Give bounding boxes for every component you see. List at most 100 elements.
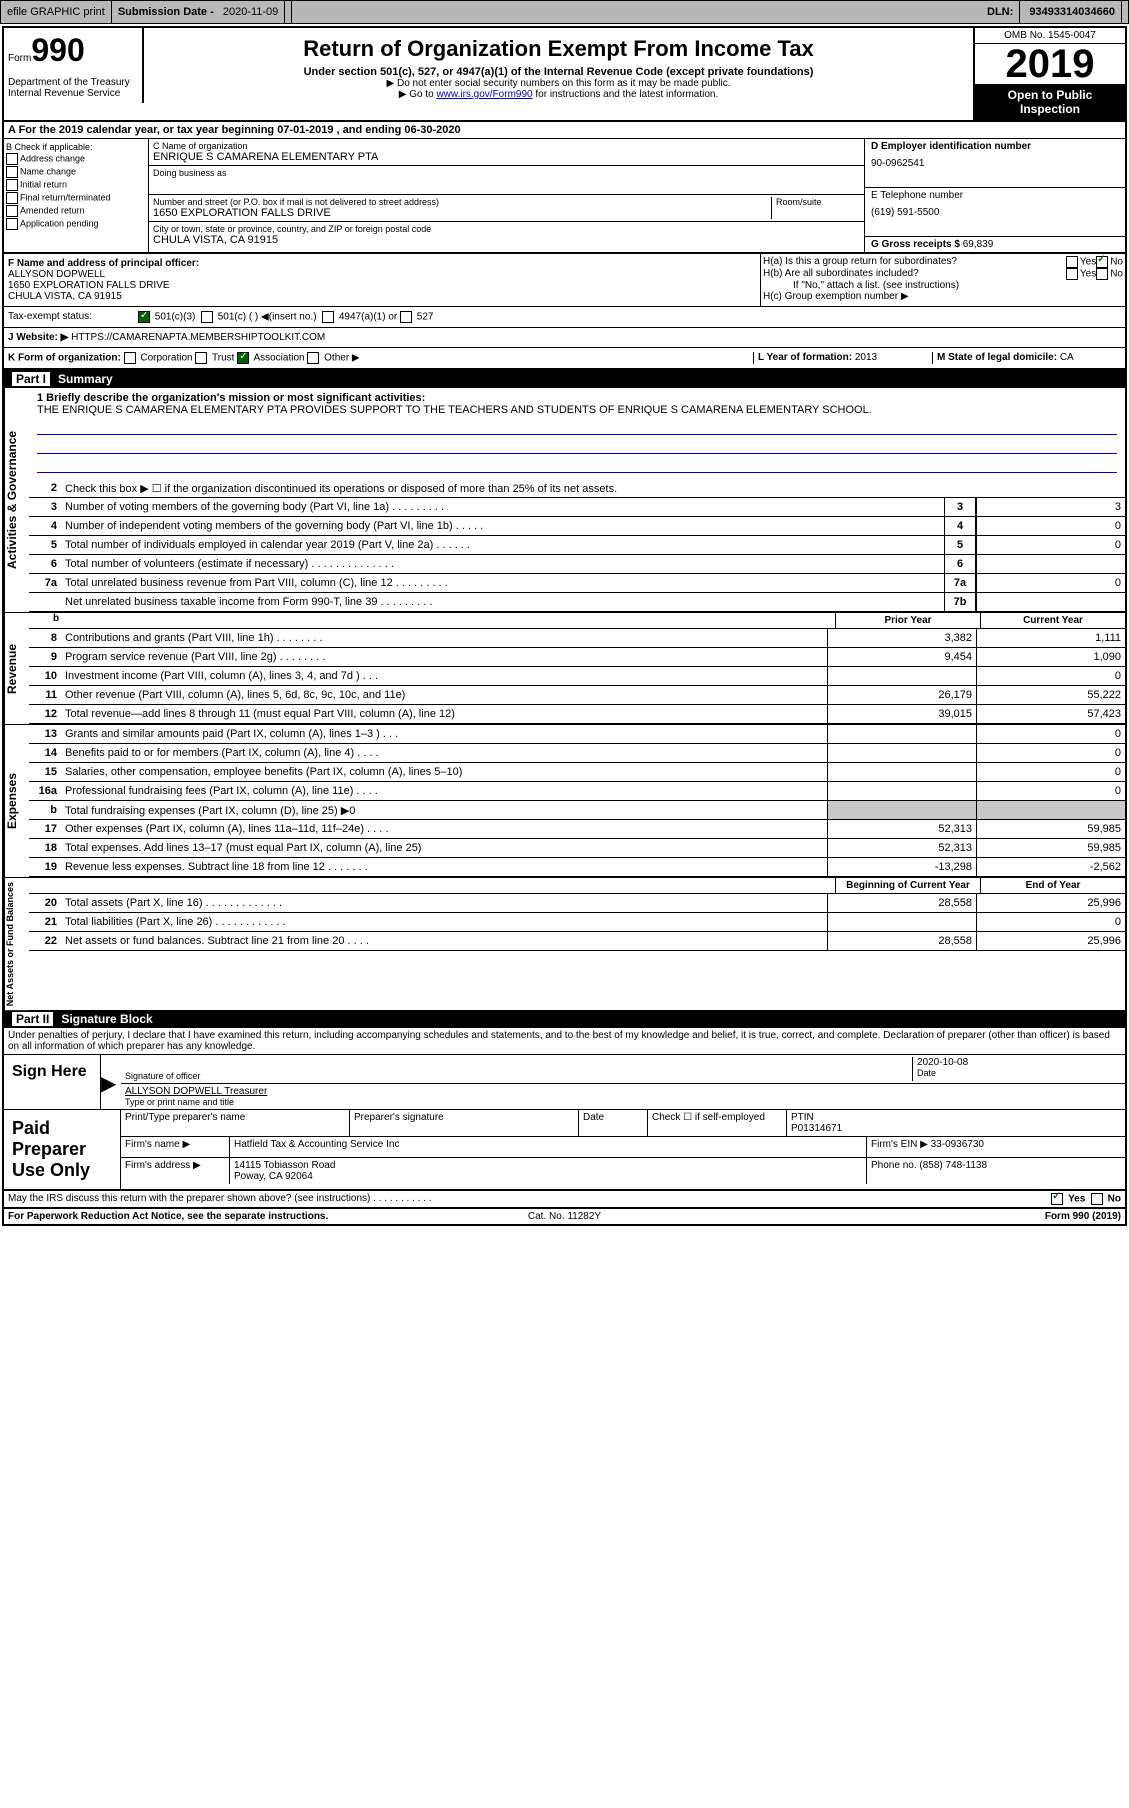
part2-header: Part IISignature Block	[4, 1010, 1125, 1028]
ein-label: Firm's EIN ▶	[871, 1139, 928, 1150]
data-line: 9Program service revenue (Part VIII, lin…	[29, 648, 1125, 667]
footer: For Paperwork Reduction Act Notice, see …	[4, 1209, 1125, 1224]
data-line: 18Total expenses. Add lines 13–17 (must …	[29, 839, 1125, 858]
ein-val: 90-0962541	[871, 158, 1119, 169]
prep-row-3: Firm's address ▶ 14115 Tobiasson RoadPow…	[121, 1158, 1125, 1184]
te-501c3[interactable]: ✓ 501(c)(3)	[138, 311, 195, 323]
sign-arrow-icon: ▶	[101, 1055, 121, 1109]
prep-date-h: Date	[579, 1110, 648, 1136]
discuss-q: May the IRS discuss this return with the…	[8, 1193, 1051, 1205]
prep-self-h: Check ☐ if self-employed	[648, 1110, 787, 1136]
hb-yes[interactable]: Yes	[1066, 268, 1096, 280]
data-line: 15Salaries, other compensation, employee…	[29, 763, 1125, 782]
chk-name[interactable]: Name change	[6, 166, 146, 178]
form-number-box: Form990	[4, 28, 144, 73]
dba-label: Doing business as	[153, 168, 860, 178]
chk-addr[interactable]: Address change	[6, 153, 146, 165]
firm-phone-label: Phone no.	[871, 1160, 917, 1171]
chk-final[interactable]: Final return/terminated	[6, 192, 146, 204]
gross-label: G Gross receipts $	[871, 239, 960, 250]
irs-link[interactable]: www.irs.gov/Form990	[436, 89, 532, 100]
tax-exempt-row: Tax-exempt status: ✓ 501(c)(3) 501(c) ( …	[4, 307, 1125, 328]
side-governance: Activities & Governance	[4, 388, 29, 612]
spacer	[292, 1, 975, 23]
paid-prep-label: Paid Preparer Use Only	[4, 1110, 121, 1189]
data-line: 11Other revenue (Part VIII, column (A), …	[29, 686, 1125, 705]
te-4947[interactable]: 4947(a)(1) or	[322, 311, 397, 323]
te-527[interactable]: 527	[400, 311, 433, 323]
current-year-h: Current Year	[980, 613, 1125, 628]
prep-row-1: Print/Type preparer's name Preparer's si…	[121, 1110, 1125, 1137]
preparer-block: Paid Preparer Use Only Print/Type prepar…	[4, 1110, 1125, 1191]
gov-line: 2Check this box ▶ ☐ if the organization …	[29, 479, 1125, 498]
box-c: C Name of organizationENRIQUE S CAMARENA…	[149, 139, 865, 252]
data-line: 20Total assets (Part X, line 16) . . . .…	[29, 894, 1125, 913]
netassets-section: Net Assets or Fund Balances Beginning of…	[4, 877, 1125, 1010]
penalties-text: Under penalties of perjury, I declare th…	[4, 1028, 1125, 1055]
website-row: J Website: ▶ HTTPS://CAMARENAPTA.MEMBERS…	[4, 328, 1125, 348]
governance-section: Activities & Governance 1 Briefly descri…	[4, 388, 1125, 612]
ha-label: H(a) Is this a group return for subordin…	[763, 256, 1066, 268]
prior-year-h: Prior Year	[835, 613, 980, 628]
hb-no[interactable]: No	[1096, 268, 1123, 280]
footer-right: Form 990 (2019)	[750, 1211, 1121, 1222]
title-box: Return of Organization Exempt From Incom…	[144, 28, 973, 120]
firm-name: Hatfield Tax & Accounting Service Inc	[230, 1137, 867, 1157]
data-line: 19Revenue less expenses. Subtract line 1…	[29, 858, 1125, 877]
officer-addr2: CHULA VISTA, CA 91915	[8, 291, 756, 302]
period: A For the 2019 calendar year, or tax yea…	[4, 122, 1125, 139]
data-line: 8Contributions and grants (Part VIII, li…	[29, 629, 1125, 648]
subdate: Submission Date - 2020-11-09	[112, 1, 292, 23]
box-f: F Name and address of principal officer:…	[4, 254, 761, 306]
form-subtitle: Under section 501(c), 527, or 4947(a)(1)…	[148, 66, 969, 78]
te-label: Tax-exempt status:	[8, 311, 138, 323]
side-expenses: Expenses	[4, 725, 29, 877]
chk-amended[interactable]: Amended return	[6, 205, 146, 217]
firm-ein: 33-0936730	[931, 1139, 984, 1150]
note2: ▶ Go to www.irs.gov/Form990 for instruct…	[148, 89, 969, 100]
firm-label: Firm's name ▶	[121, 1137, 230, 1157]
discuss-row: May the IRS discuss this return with the…	[4, 1191, 1125, 1209]
data-line: 17Other expenses (Part IX, column (A), l…	[29, 820, 1125, 839]
addr-label: Number and street (or P.O. box if mail i…	[153, 197, 771, 207]
chk-initial[interactable]: Initial return	[6, 179, 146, 191]
box-m: M State of legal domicile: CA	[932, 352, 1121, 364]
data-line: bTotal fundraising expenses (Part IX, co…	[29, 801, 1125, 820]
mission-q: 1 Briefly describe the organization's mi…	[37, 392, 1117, 404]
form-990: 990	[31, 32, 84, 68]
firm-addr2: Poway, CA 92064	[234, 1171, 862, 1182]
prep-name-h: Print/Type preparer's name	[121, 1110, 350, 1136]
gov-line: 7aTotal unrelated business revenue from …	[29, 574, 1125, 593]
name-label: Type or print name and title	[125, 1097, 1121, 1107]
te-501c[interactable]: 501(c) ( ) ◀(insert no.)	[201, 311, 317, 323]
hb-note: If "No," attach a list. (see instruction…	[763, 280, 1123, 291]
data-line: 21Total liabilities (Part X, line 26) . …	[29, 913, 1125, 932]
chk-pending[interactable]: Application pending	[6, 218, 146, 230]
ha-no[interactable]: ✓No	[1096, 256, 1123, 268]
signature-block: Under penalties of perjury, I declare th…	[4, 1028, 1125, 1209]
form-outer: Form990 Department of the Treasury Inter…	[2, 26, 1127, 1226]
year-box: OMB No. 1545-0047 2019 Open to Public In…	[973, 28, 1125, 120]
data-line: 14Benefits paid to or for members (Part …	[29, 744, 1125, 763]
firm-addr1: 14115 Tobiasson Road	[234, 1160, 862, 1171]
hb-label: H(b) Are all subordinates included?	[763, 268, 1066, 280]
data-line: 22Net assets or fund balances. Subtract …	[29, 932, 1125, 951]
gov-line: 5Total number of individuals employed in…	[29, 536, 1125, 555]
footer-mid: Cat. No. 11282Y	[379, 1211, 750, 1222]
phone-val: (619) 591-5500	[871, 207, 1119, 218]
tax-year: 2019	[975, 44, 1125, 84]
efile-label[interactable]: efile GRAPHIC print	[1, 1, 112, 23]
discuss-yes[interactable]: ✓ Yes	[1051, 1193, 1085, 1205]
firm-addr-label: Firm's address ▶	[121, 1158, 230, 1184]
box-k: K Form of organization: Corporation Trus…	[8, 352, 753, 364]
sig-officer-label: Signature of officer	[125, 1071, 912, 1081]
right-col: D Employer identification number90-09625…	[865, 139, 1125, 252]
sign-here-label: Sign Here	[4, 1055, 101, 1109]
note1: ▶ Do not enter social security numbers o…	[148, 78, 969, 89]
box-b: B Check if applicable: Address change Na…	[4, 139, 149, 252]
dept-treasury: Department of the Treasury Internal Reve…	[4, 73, 144, 103]
gov-line: 4Number of independent voting members of…	[29, 517, 1125, 536]
hc-label: H(c) Group exemption number ▶	[763, 291, 1123, 302]
ha-yes[interactable]: Yes	[1066, 256, 1096, 268]
discuss-no[interactable]: No	[1091, 1193, 1121, 1205]
